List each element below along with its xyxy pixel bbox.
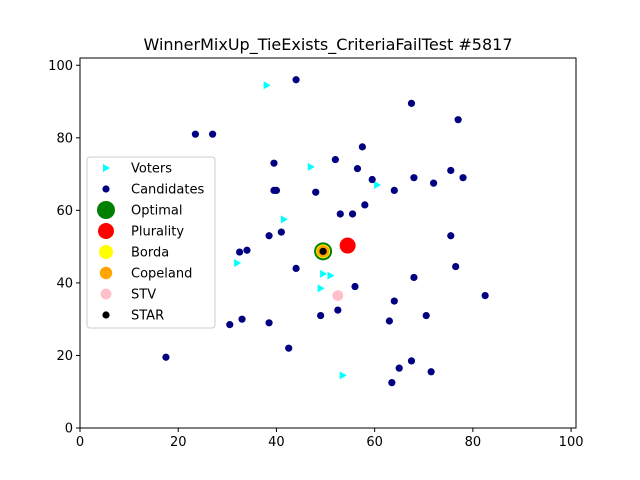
legend-marker [97, 201, 115, 219]
legend-label: STV [131, 288, 156, 303]
x-tick-label: 80 [465, 435, 482, 450]
legend-label: Candidates [131, 183, 204, 198]
plurality-point [339, 237, 356, 254]
voters-point [234, 258, 242, 267]
candidates-point [191, 130, 200, 138]
legend-label: Copeland [131, 267, 192, 282]
candidates-point [410, 174, 418, 182]
candidates-point [452, 262, 460, 271]
candidates-point [481, 291, 489, 300]
star-point [319, 247, 327, 255]
x-tick-label: 60 [366, 435, 383, 450]
candidates-point [162, 353, 170, 361]
candidates-point [447, 166, 455, 175]
points-layer [162, 76, 489, 387]
legend-label: Optimal [131, 204, 182, 219]
candidates-point [407, 99, 416, 107]
legend-marker [98, 223, 114, 239]
candidates-point [395, 364, 403, 372]
x-tick-label: 0 [76, 435, 84, 450]
y-tick-label: 0 [65, 422, 73, 437]
candidates-point [390, 186, 398, 195]
legend-marker [102, 311, 110, 319]
candidates-point [334, 306, 342, 314]
voters-point [307, 162, 315, 171]
candidates-point [390, 297, 398, 305]
candidates-point [388, 379, 396, 387]
voters-point [263, 81, 271, 90]
legend-marker [103, 164, 110, 172]
legend-marker [99, 266, 113, 280]
x-tick-label: 20 [170, 435, 187, 450]
x-axis: 0 20 40 60 80 100 [76, 428, 584, 450]
x-tick-label: 100 [559, 435, 584, 450]
legend: Voters Candidates Optimal Plurality Borda Cop… [86, 156, 216, 329]
candidates-point [317, 311, 325, 320]
candidates-point [285, 344, 293, 352]
candidates-point [238, 315, 246, 323]
y-axis: 0 20 40 60 80 100 [48, 59, 80, 437]
voters-point [320, 269, 328, 278]
candidates-point [312, 188, 320, 196]
voters-point [374, 180, 382, 189]
voters-point [317, 284, 325, 293]
plot-frame [79, 57, 577, 429]
legend-box [86, 156, 216, 329]
candidates-point [353, 165, 362, 173]
candidates-point [447, 232, 455, 240]
voters-point [327, 271, 335, 280]
voters-point [339, 371, 347, 380]
y-tick-label: 60 [56, 204, 73, 219]
candidates-point [277, 228, 285, 236]
candidates-point [265, 232, 273, 240]
y-tick-label: 80 [56, 131, 73, 146]
candidates-point [407, 357, 416, 365]
legend-marker [102, 185, 110, 193]
candidates-point [410, 273, 418, 282]
legend-label: Voters [131, 162, 172, 177]
y-tick-label: 40 [56, 276, 73, 291]
chart-title: WinnerMixUp_TieExists_CriteriaFailTest #… [143, 35, 512, 55]
candidates-point [454, 116, 462, 124]
candidates-point [361, 201, 369, 209]
y-tick-label: 20 [56, 349, 73, 364]
legend-label: Plurality [131, 225, 184, 240]
candidates-point [243, 246, 251, 254]
legend-marker [100, 288, 112, 300]
candidates-point [236, 248, 244, 256]
voters-point [280, 215, 288, 224]
candidates-point [272, 186, 281, 195]
candidates-point [270, 159, 278, 167]
candidates-point [385, 317, 393, 325]
stv-point [332, 290, 344, 301]
candidates-point [348, 210, 357, 218]
candidates-point [427, 368, 435, 376]
candidates-point [358, 143, 366, 151]
candidates-point [351, 282, 359, 291]
candidates-point [429, 179, 438, 187]
candidates-point [208, 130, 217, 138]
y-tick-label: 100 [48, 59, 73, 74]
candidates-point [265, 319, 273, 327]
candidates-point [292, 76, 300, 84]
legend-marker [99, 245, 113, 259]
legend-label: STAR [131, 309, 164, 324]
candidates-point [331, 155, 339, 164]
legend-label: Borda [131, 246, 169, 261]
candidates-point [226, 321, 234, 329]
candidates-point [292, 264, 300, 272]
candidates-point [336, 210, 344, 218]
x-tick-label: 40 [268, 435, 285, 450]
candidates-point [459, 174, 467, 182]
candidates-point [422, 311, 430, 320]
candidates-point [368, 175, 376, 184]
